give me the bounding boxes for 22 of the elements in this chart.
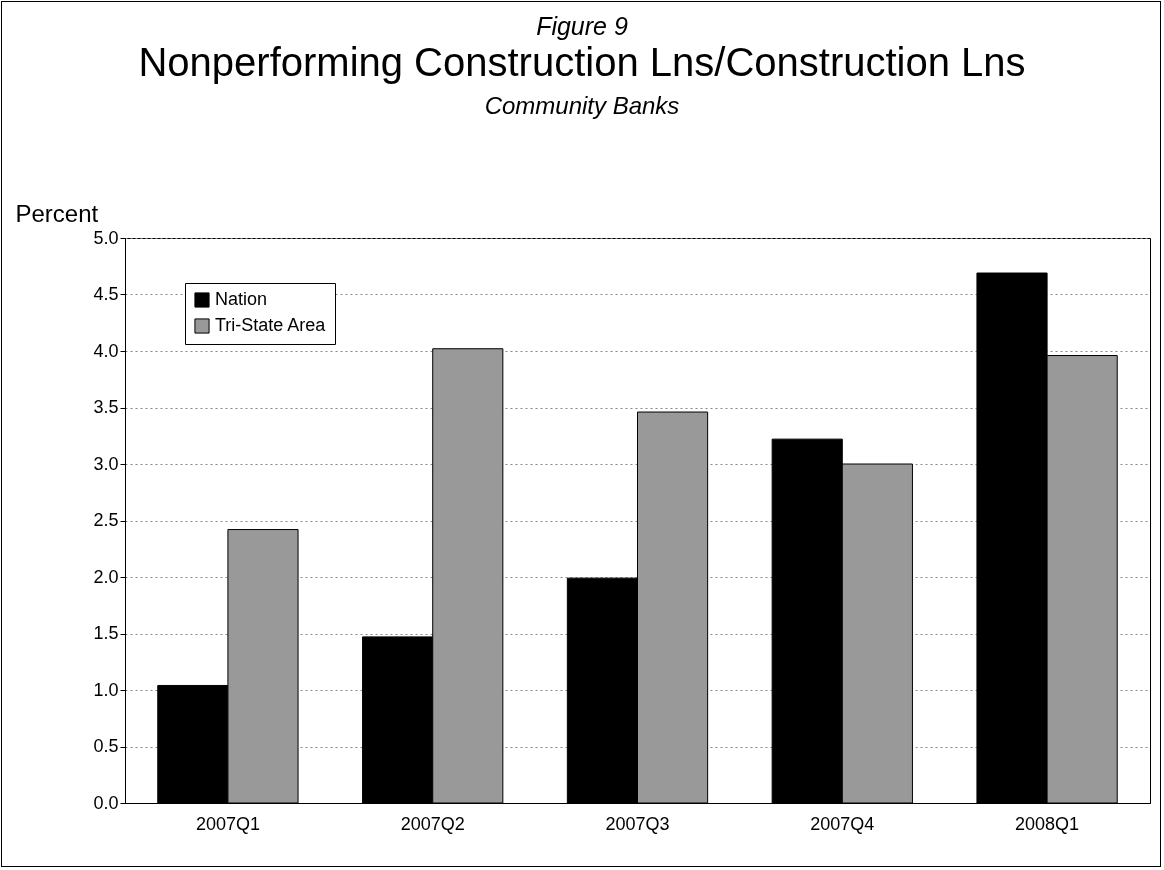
legend-label: Tri-State Area	[215, 315, 327, 335]
x-tick-label: 2007Q2	[400, 813, 465, 834]
y-tick-label: 2.5	[93, 510, 119, 530]
y-tick-label: 3.5	[93, 397, 119, 417]
y-tick-label: 4.0	[93, 340, 119, 361]
x-tick-label: 2008Q1	[1015, 813, 1080, 834]
y-tick-label: 4.5	[93, 284, 119, 304]
y-tick-label: 5.0	[93, 227, 119, 248]
chart-subtitle: Community Banks	[483, 92, 681, 120]
y-tick-label: 0.5	[93, 736, 119, 756]
chart-title: Nonperforming Construction Lns/Construction Lns	[137, 40, 1027, 85]
y-tick-label: 1.5	[93, 623, 119, 643]
x-tick-label: 2007Q3	[605, 813, 670, 834]
y-tick-label: 1.0	[93, 679, 119, 700]
x-tick-label: 2007Q1	[195, 813, 260, 834]
x-tick-label: 2007Q4	[810, 813, 875, 834]
y-axis-title: Percent	[15, 199, 99, 227]
y-tick-label: 2.0	[93, 566, 119, 587]
y-tick-label: 0.0	[93, 792, 119, 813]
legend-label: Nation	[215, 289, 268, 309]
y-tick-label: 3.0	[93, 453, 119, 474]
caption: Figure 9	[535, 12, 629, 41]
